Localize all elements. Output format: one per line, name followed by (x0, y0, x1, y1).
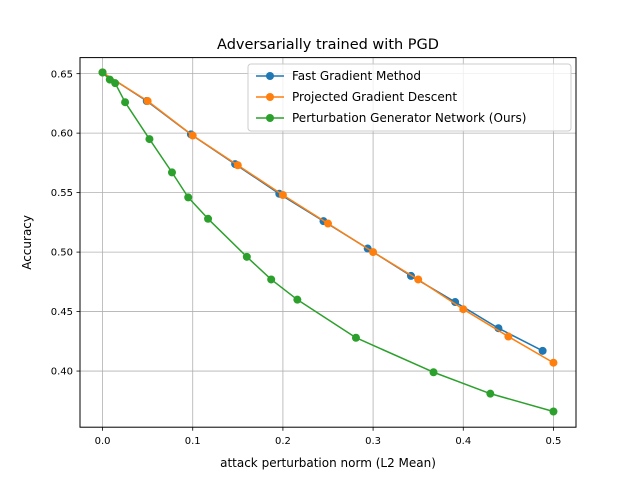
data-point (538, 346, 547, 355)
y-tick-label: 0.50 (51, 248, 73, 259)
data-point (486, 389, 495, 398)
y-tick-label: 0.60 (51, 129, 73, 140)
legend-item: Projected Gradient Descent (256, 90, 457, 104)
data-point (293, 295, 302, 304)
data-point (143, 97, 152, 106)
legend-item: Fast Gradient Method (256, 69, 421, 83)
data-point (278, 190, 287, 199)
x-tick-label: 0.5 (546, 436, 562, 447)
plot-frame (79, 57, 577, 428)
y-tick-label: 0.45 (51, 307, 73, 318)
x-tick-label: 0.1 (185, 436, 201, 447)
data-point (204, 214, 213, 223)
data-point (242, 252, 251, 261)
data-point (549, 358, 558, 367)
x-tick-label: 0.4 (455, 436, 471, 447)
data-point (167, 168, 176, 177)
data-point (188, 131, 197, 140)
y-axis: 0.40 0.45 0.50 0.55 0.60 0.65 (51, 69, 80, 378)
data-point (494, 324, 503, 333)
legend: Fast Gradient Method Projected Gradient D… (247, 63, 572, 132)
data-point (121, 98, 130, 107)
series-2 (98, 68, 558, 367)
data-point (451, 298, 460, 307)
data-point (324, 219, 332, 228)
legend-marker (266, 72, 274, 80)
data-point (184, 193, 193, 202)
series-3 (98, 68, 558, 416)
data-point (429, 368, 438, 377)
data-point (549, 407, 558, 416)
y-tick-label: 0.55 (51, 188, 73, 199)
x-axis-label: attack perturbation norm (L2 Mean) (220, 456, 436, 470)
data-point (351, 333, 360, 342)
legend-label: Fast Gradient Method (292, 69, 421, 83)
legend-marker (266, 93, 274, 101)
data-point (369, 248, 378, 257)
y-tick-label: 0.65 (51, 69, 73, 80)
legend-label: Projected Gradient Descent (292, 90, 457, 104)
data-point (504, 332, 513, 341)
data-point (414, 275, 423, 284)
data-point (111, 79, 120, 88)
x-tick-label: 0.2 (275, 436, 291, 447)
x-tick-label: 0.0 (95, 436, 111, 447)
legend-label: Perturbation Generator Network (Ours) (292, 111, 526, 125)
x-axis: 0.0 0.1 0.2 0.3 0.4 0.5 (95, 427, 562, 447)
legend-marker (266, 114, 274, 122)
chart-title: Adversarially trained with PGD (217, 37, 439, 53)
y-axis-label: Accuracy (20, 215, 34, 270)
data-point (233, 161, 242, 170)
legend-item: Perturbation Generator Network (Ours) (256, 111, 526, 125)
legend-box (247, 63, 572, 132)
y-tick-label: 0.40 (51, 367, 73, 378)
data-point (98, 68, 107, 77)
series-layer (98, 68, 558, 416)
data-point (145, 135, 154, 144)
data-point (267, 275, 276, 284)
x-tick-label: 0.3 (365, 436, 381, 447)
data-point (459, 305, 468, 314)
